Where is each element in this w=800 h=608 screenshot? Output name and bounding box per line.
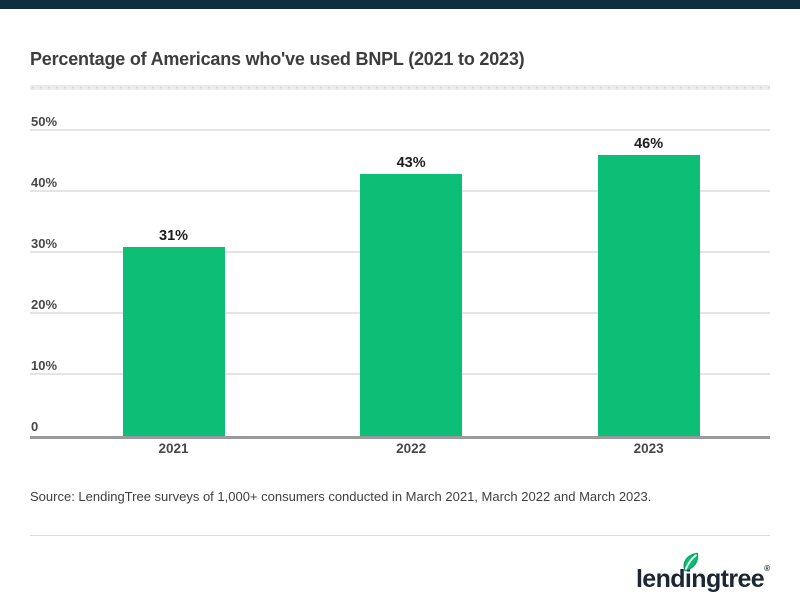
bar-value-label: 43% bbox=[396, 154, 426, 171]
registered-trademark-symbol: ® bbox=[764, 564, 770, 573]
bar-2021 bbox=[122, 246, 225, 436]
content-area: Percentage of Americans who've used BNPL… bbox=[0, 48, 800, 592]
chart-title: Percentage of Americans who've used BNPL… bbox=[30, 49, 525, 69]
title-divider bbox=[30, 85, 770, 90]
footer-divider bbox=[30, 535, 770, 536]
lendingtree-logo: lendingtree® bbox=[636, 552, 770, 592]
bar-value-label: 46% bbox=[634, 136, 664, 153]
logo-wordmark: lendingtree bbox=[635, 565, 765, 593]
bar-2022 bbox=[360, 173, 463, 436]
x-axis-label: 2021 bbox=[158, 441, 189, 456]
top-accent-bar bbox=[0, 0, 800, 9]
x-axis-label: 2022 bbox=[396, 441, 427, 456]
gridline-50 bbox=[30, 129, 770, 131]
footer-row: lendingtree® bbox=[30, 552, 770, 592]
y-tick-label: 30% bbox=[31, 236, 58, 251]
x-axis-label: 2023 bbox=[633, 441, 664, 456]
y-tick-label: 40% bbox=[31, 175, 58, 190]
leaf-vein bbox=[684, 554, 697, 570]
source-note: Source: LendingTree surveys of 1,000+ co… bbox=[30, 489, 652, 504]
y-tick-label: 10% bbox=[31, 358, 58, 373]
y-tick-label: 20% bbox=[31, 297, 58, 312]
y-tick-label: 50% bbox=[31, 114, 58, 129]
x-axis-line bbox=[30, 436, 770, 439]
plot-area: 0 10% 20% 30% 40% 50% 31% 2021 43% 2022 46% 2023 bbox=[30, 114, 770, 456]
bar-2023 bbox=[597, 155, 700, 436]
leaf-icon bbox=[680, 551, 700, 578]
bar-value-label: 31% bbox=[159, 227, 189, 244]
y-tick-label: 0 bbox=[31, 419, 39, 434]
